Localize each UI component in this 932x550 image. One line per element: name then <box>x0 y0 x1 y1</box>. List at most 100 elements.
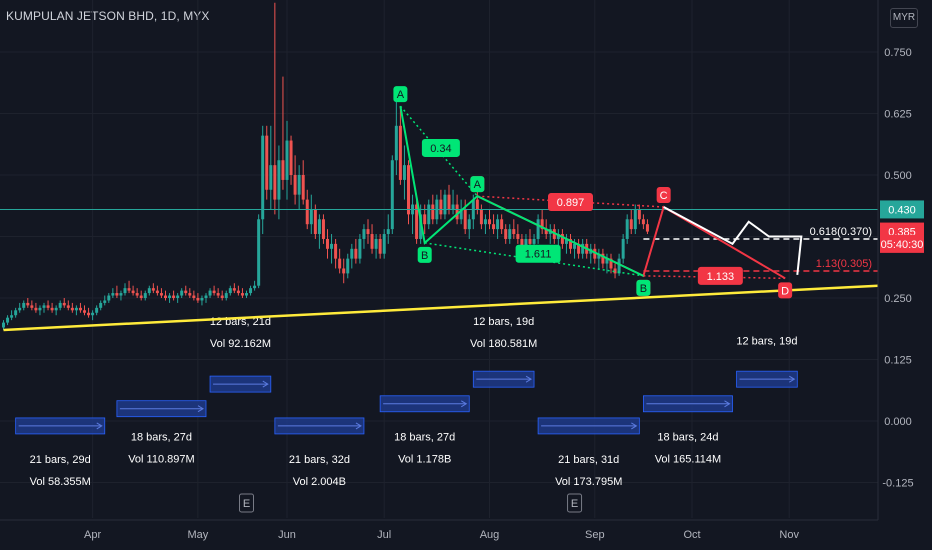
y-tick-label: 0.250 <box>884 293 912 305</box>
red-pattern-ratio-badge <box>548 193 593 212</box>
candle-body <box>212 290 216 294</box>
candle-body <box>394 125 398 161</box>
green-pattern-point-label: B <box>421 250 428 262</box>
red-pattern-point-label: C <box>660 190 668 202</box>
candle-body <box>423 214 427 225</box>
range-arrowhead <box>525 375 533 383</box>
candle-body <box>196 298 200 301</box>
axes: 0.7500.6250.5000.3750.2500.1250.000-0.12… <box>0 0 924 541</box>
red-pattern-ratio-label: 1.133 <box>707 271 735 283</box>
green-pattern-ratio-label: 0.34 <box>430 143 451 155</box>
range-stat-volume: Vol 58.355M <box>30 476 91 488</box>
x-tick-label: Sep <box>585 529 605 541</box>
candle-body <box>131 290 135 294</box>
candle-body <box>431 204 435 220</box>
green-pattern-ratio-label: 1.611 <box>525 249 552 261</box>
candle-body <box>289 140 293 175</box>
candle-body <box>569 238 572 249</box>
x-tick-label: Jul <box>377 529 391 541</box>
y-tick-label: 0.125 <box>884 355 912 367</box>
candle-body <box>625 219 629 239</box>
range-stat-bars: 18 bars, 24d <box>657 432 718 444</box>
trendline <box>3 284 879 332</box>
candle-body <box>512 229 516 235</box>
price-axis-label: 05:40:30 <box>881 239 924 251</box>
red-pattern-ratio-label: 0.897 <box>557 197 585 209</box>
candle-body <box>265 135 269 190</box>
candle-body <box>455 204 459 220</box>
red-pattern-point-badge <box>778 282 793 299</box>
candle-body <box>62 302 66 306</box>
candle-body <box>180 290 184 296</box>
candle-body <box>253 285 257 289</box>
candle-body <box>504 229 508 239</box>
candle-body <box>488 219 491 225</box>
candle-body <box>188 293 192 296</box>
candle-body <box>151 288 155 291</box>
candle-body <box>91 312 95 316</box>
candle-body <box>99 302 103 308</box>
candle-body <box>467 219 471 230</box>
candle-body <box>66 305 70 308</box>
candle-body <box>249 288 253 294</box>
candle-body <box>532 238 536 244</box>
green-pattern-point-badge <box>393 86 408 103</box>
candle-body <box>556 234 560 239</box>
range-stat-bars: 12 bars, 19d <box>473 316 534 328</box>
candle-body <box>483 219 487 225</box>
candle-body <box>358 238 362 259</box>
candle-body <box>621 238 625 259</box>
candle-body <box>560 234 564 244</box>
candle-body <box>155 290 159 294</box>
candle-body <box>172 295 176 298</box>
range-stat-volume: Vol 173.795M <box>555 476 622 488</box>
candle-body <box>301 175 305 200</box>
candle-body <box>419 214 423 239</box>
green-pattern-ratio-badge <box>421 138 460 157</box>
candle-body <box>326 238 329 249</box>
candle-body <box>309 209 313 225</box>
candle-body <box>492 224 496 230</box>
red-pattern-point-badge <box>656 186 671 203</box>
green-pattern-point-label: B <box>640 283 647 295</box>
candle-body <box>261 135 265 220</box>
candle-body <box>617 258 621 274</box>
earnings-marker <box>239 493 254 513</box>
candle-body <box>407 165 410 215</box>
candle-body <box>516 234 520 239</box>
x-tick-label: Oct <box>683 529 700 541</box>
candle-body <box>536 219 540 239</box>
candle-body <box>200 298 204 301</box>
green-pattern-point-label: A <box>397 89 405 101</box>
green-pattern-point-badge <box>417 246 432 263</box>
candle-body <box>38 307 42 311</box>
candle-body <box>240 293 244 296</box>
candle-body <box>342 268 346 274</box>
y-tick-label: 0.500 <box>884 170 912 182</box>
candle-body <box>637 209 641 220</box>
x-tick-label: Jun <box>278 529 296 541</box>
candle-body <box>281 160 285 180</box>
x-tick-label: Apr <box>84 529 101 541</box>
candle-body <box>459 209 463 220</box>
range-arrowhead <box>631 422 638 430</box>
price-axis-badge <box>880 200 924 219</box>
candle-body <box>540 219 544 230</box>
candle-body <box>427 204 431 225</box>
green-pattern-point-label: A <box>474 179 482 191</box>
candle-body <box>204 295 208 298</box>
range-boxes: 21 bars, 29d Vol 58.355M 18 bars, 27d Vol 1… <box>15 316 798 488</box>
candle-body <box>220 295 224 298</box>
candle-body <box>633 209 637 230</box>
red-pattern-ratio-badge <box>697 266 743 285</box>
range-stat-bars: 12 bars, 19d <box>736 336 797 348</box>
green-pattern-leg <box>399 105 644 277</box>
candle-body <box>257 219 261 286</box>
candle-body <box>10 315 14 318</box>
candle-body <box>107 295 111 301</box>
candle-body <box>398 125 402 180</box>
range-arrowhead <box>262 380 269 388</box>
candle-body <box>382 234 386 254</box>
currency-button[interactable]: MYR <box>890 8 918 28</box>
